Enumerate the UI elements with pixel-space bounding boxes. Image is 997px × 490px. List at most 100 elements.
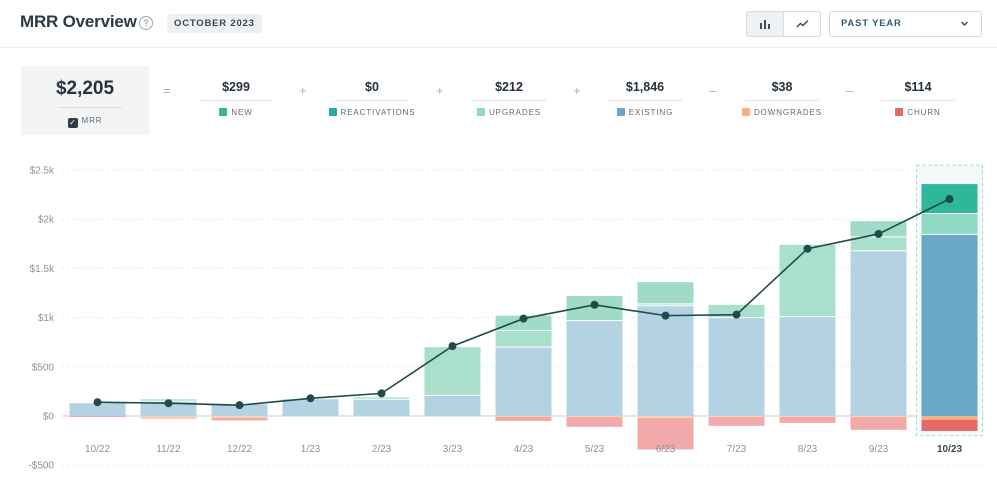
bar-segment-churn-5-23[interactable] [566,416,623,427]
churn-mrr-stat[interactable]: $114 CHURN [863,80,973,117]
downgrades-mrr-value: $38 [771,80,793,94]
bar-segment-downgrades-11-22[interactable] [140,416,197,419]
bar-segment-downgrades-9-23[interactable] [850,416,907,417]
x-tick-label: 7/23 [727,444,747,455]
bar-segment-existing-10-22[interactable] [69,403,126,416]
reactivations-legend: REACTIVATIONS [317,108,427,117]
bar-segment-new-6-23[interactable] [637,282,694,304]
y-tick-label: -$500 [28,461,54,472]
bar-segment-existing-9-23[interactable] [850,250,907,416]
reactivations-label: REACTIVATIONS [340,108,416,117]
chevron-down-icon [961,21,968,26]
plus-operator: + [573,83,581,98]
chart-view-toggle [746,11,821,37]
bar-segment-upgrades-10-23[interactable] [921,213,978,235]
mrr-point-8-23[interactable] [803,244,812,253]
question-circle-icon[interactable]: ? [139,16,153,30]
bar-segment-downgrades-5-23[interactable] [566,416,623,417]
bar-segment-existing-3-23[interactable] [424,395,481,416]
bar-segment-churn-10-23[interactable] [921,419,978,431]
mrr-point-9-23[interactable] [874,229,883,238]
bar-segment-churn-12-22[interactable] [211,417,268,421]
line-chart-view-button[interactable] [784,12,820,36]
mrr-point-5-23[interactable] [590,300,599,309]
reactivations-mrr-stat[interactable]: $0 REACTIVATIONS [317,80,427,117]
divider [472,100,546,101]
bar-chart-view-button[interactable] [747,12,784,36]
y-tick-label: $500 [32,362,55,373]
bar-segment-downgrades-4-23[interactable] [495,416,552,417]
x-tick-label: 12/22 [227,444,252,455]
bar-segment-downgrades-8-23[interactable] [779,416,836,417]
bar-segment-existing-1-23[interactable] [282,399,339,416]
bar-segment-upgrades-9-23[interactable] [850,236,907,251]
period-badge[interactable]: OCTOBER 2023 [167,14,262,33]
mrr-point-4-23[interactable] [519,314,528,323]
downgrades-mrr-stat[interactable]: $38 DOWNGRADES [727,80,837,117]
minus-operator: – [846,83,854,98]
x-tick-label: 9/23 [869,444,889,455]
bar-segment-upgrades-2-23[interactable] [353,397,410,400]
divider [199,100,273,101]
upgrades-swatch [476,108,485,116]
bar-segment-downgrades-12-22[interactable] [211,416,268,418]
divider [608,100,682,101]
divider [58,107,122,108]
mrr-point-7-23[interactable] [732,310,741,319]
bar-segment-existing-8-23[interactable] [779,316,836,416]
date-range-select[interactable]: PAST YEAR [829,11,982,37]
bar-segment-existing-6-23[interactable] [637,305,694,416]
bar-segment-upgrades-4-23[interactable] [495,330,552,348]
x-tick-label: 2/23 [372,444,392,455]
mrr-legend[interactable]: ✓ MRR [21,116,149,128]
new-mrr-stat[interactable]: $299 NEW [181,80,291,117]
upgrades-mrr-stat[interactable]: $212 UPGRADES [454,80,564,117]
bar-segment-upgrades-3-23[interactable] [424,347,481,396]
bar-segment-existing-12-22[interactable] [211,404,268,416]
existing-mrr-stat[interactable]: $1,846 EXISTING [590,80,700,117]
x-tick-label: 4/23 [514,444,534,455]
bar-segment-churn-7-23[interactable] [708,416,765,426]
mrr-legend-label: MRR [81,116,103,125]
y-tick-label: $2k [38,215,55,226]
bar-segment-upgrades-6-23[interactable] [637,303,694,306]
x-tick-label: 1/23 [301,444,321,455]
mrr-point-10-23[interactable] [945,195,954,204]
bar-segment-downgrades-7-23[interactable] [708,416,765,417]
churn-label: CHURN [907,108,941,117]
mrr-point-3-23[interactable] [448,342,457,351]
existing-legend: EXISTING [590,108,700,117]
bar-segment-existing-5-23[interactable] [566,320,623,416]
bar-segment-churn-9-23[interactable] [850,416,907,430]
bar-segment-downgrades-10-23[interactable] [921,416,978,420]
bar-segment-existing-2-23[interactable] [353,399,410,416]
bar-segment-existing-10-23[interactable] [921,234,978,416]
bar-segment-churn-4-23[interactable] [495,416,552,421]
mrr-point-1-23[interactable] [306,394,315,403]
mrr-point-12-22[interactable] [235,401,244,410]
minus-operator: – [709,83,717,98]
churn-legend: CHURN [863,108,973,117]
bar-segment-existing-4-23[interactable] [495,347,552,416]
mrr-point-11-22[interactable] [164,399,173,408]
mrr-point-6-23[interactable] [661,311,670,320]
bar-segment-churn-8-23[interactable] [779,416,836,423]
mrr-point-2-23[interactable] [377,389,386,398]
mrr-total-card[interactable]: $2,205 ✓ MRR [21,66,149,135]
x-tick-label: 10/23 [937,444,962,455]
bar-segment-existing-11-22[interactable] [140,401,197,416]
mrr-point-10-22[interactable] [93,398,102,407]
bar-segment-new-9-23[interactable] [850,221,907,237]
bar-segment-new-4-23[interactable] [495,315,552,331]
bar-segment-downgrades-6-23[interactable] [637,416,694,418]
y-tick-label: $1.5k [30,264,55,275]
y-tick-label: $1k [38,313,55,324]
x-tick-label: 10/22 [85,444,110,455]
bar-segment-existing-7-23[interactable] [708,317,765,416]
downgrades-label: DOWNGRADES [753,108,823,117]
upgrades-label: UPGRADES [488,108,542,117]
bar-segment-churn-10-22[interactable] [69,416,126,417]
bar-segment-upgrades-8-23[interactable] [779,244,836,317]
bar-segment-churn-6-23[interactable] [637,417,694,450]
date-range-value: PAST YEAR [841,18,902,29]
